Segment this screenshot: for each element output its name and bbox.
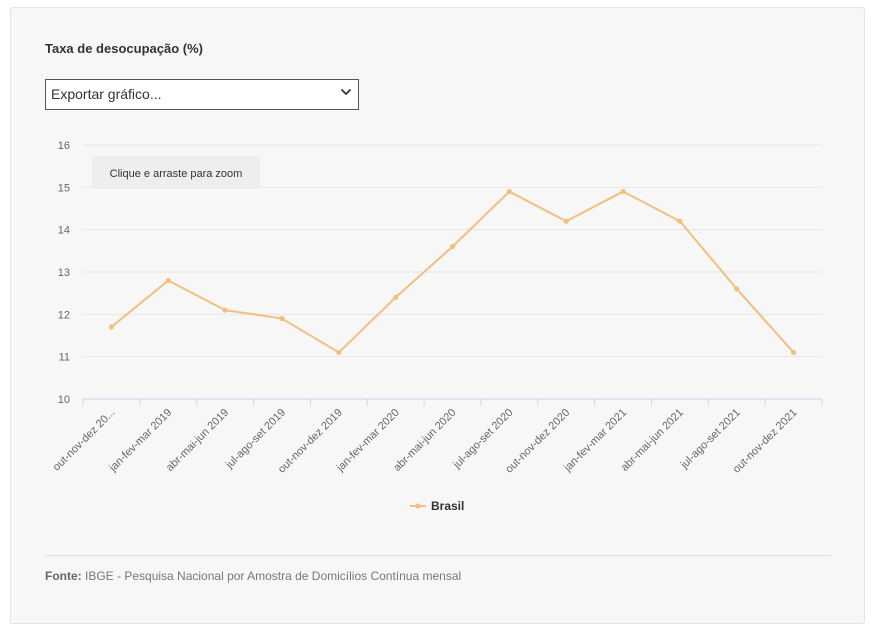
export-select-label: Exportar gráfico... [51,86,162,102]
source-text: IBGE - Pesquisa Nacional por Amostra de … [85,569,462,583]
chart-card: Taxa de desocupação (%) Exportar gráfico… [10,7,865,624]
chevron-down-icon [341,89,351,95]
legend[interactable]: Brasil [410,499,464,513]
x-tick-label: out-nov-dez 2021 [731,407,800,476]
y-tick-label: 15 [58,182,70,194]
legend-label-brasil: Brasil [431,499,464,513]
data-point [563,218,569,224]
y-tick-label: 11 [59,352,70,364]
legend-marker [415,503,421,509]
data-point [108,324,115,330]
x-tick-label: jul-ago-set 2019 [223,407,288,472]
x-tick-label: jul-ago-set 2020 [450,407,515,472]
chart-title: Taxa de desocupação (%) [45,41,203,56]
data-point [336,349,342,356]
x-tick-label: abr-mai-jun 2021 [619,407,686,474]
source-note: Fonte: IBGE - Pesquisa Nacional por Amos… [45,569,461,583]
data-point [790,349,797,356]
data-point [677,218,683,224]
zoom-hint-text: Clique e arraste para zoom [110,168,243,180]
data-point [506,188,512,195]
data-point [279,315,285,322]
y-tick-label: 13 [58,267,70,279]
y-tick-label: 14 [58,225,70,237]
data-point [222,307,228,313]
data-point [393,294,399,300]
y-tick-label: 10 [58,394,70,406]
x-tick-label: abr-mai-jun 2019 [164,407,231,474]
y-tick-label: 16 [58,140,70,152]
data-point [620,188,626,195]
x-tick-label: out-nov-dez 20... [51,407,118,474]
y-tick-label: 12 [58,309,70,321]
data-point [734,286,740,292]
zoom-hint-box [92,156,260,189]
x-tick-label: abr-mai-jun 2020 [391,407,458,474]
x-tick-label: jul-ago-set 2021 [678,407,743,472]
divider [45,555,831,556]
source-label: Fonte: [45,569,82,583]
data-point [449,244,456,250]
data-point [165,277,171,284]
export-chart-select[interactable]: Exportar gráfico... [45,79,359,110]
